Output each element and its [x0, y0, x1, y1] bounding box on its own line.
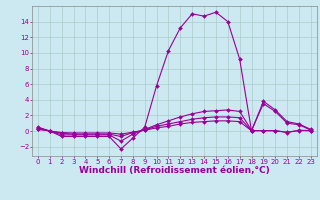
X-axis label: Windchill (Refroidissement éolien,°C): Windchill (Refroidissement éolien,°C)	[79, 166, 270, 175]
